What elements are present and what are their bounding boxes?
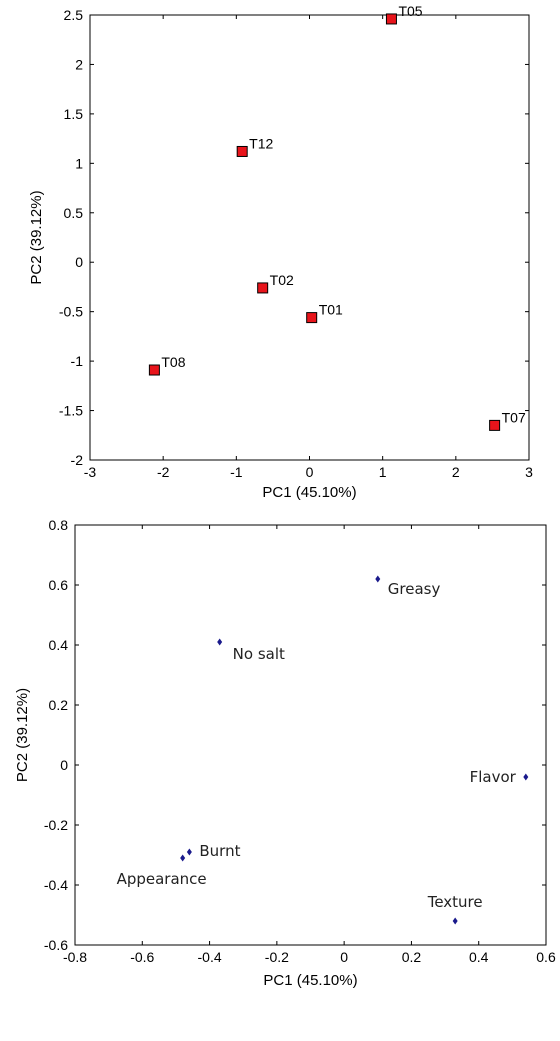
x-tick-labels: -0.8 -0.6 -0.4 -0.2 0 0.2 0.4 0.6 — [63, 949, 556, 965]
point-label-texture: Texture — [427, 893, 483, 911]
y-tick-label: -1 — [71, 353, 84, 369]
axis-ticks — [74, 524, 547, 946]
data-point-t02 — [257, 282, 269, 294]
point-labels: Greasy No salt Flavor Burnt Appearance Textur… — [117, 580, 517, 911]
x-tick-label: 0.6 — [536, 949, 556, 965]
y-tick-label: 1.5 — [64, 106, 84, 122]
y-tick-label: 0.2 — [49, 697, 69, 713]
y-axis-label: PC2 (39.12%) — [28, 190, 45, 284]
y-tick-label: -0.2 — [44, 817, 68, 833]
x-tick-label: 1 — [379, 464, 387, 480]
plot-area-frame — [89, 14, 530, 461]
x-tick-label: -1 — [230, 464, 243, 480]
point-label-greasy: Greasy — [388, 580, 441, 598]
y-tick-labels: -2 -1.5 -1 -0.5 0 0.5 1 1.5 2 2.5 — [59, 7, 83, 468]
y-tick-label: -0.4 — [44, 877, 68, 893]
point-label-t07: T07 — [502, 409, 526, 425]
y-tick-label: 2 — [75, 56, 83, 72]
plot-area-frame — [74, 524, 547, 946]
y-tick-label: 2.5 — [64, 7, 84, 23]
y-tick-label: -1.5 — [59, 403, 83, 419]
x-tick-label: -0.4 — [198, 949, 222, 965]
point-label-t08: T08 — [161, 354, 185, 370]
x-tick-label: 0 — [306, 464, 314, 480]
data-point-t12 — [236, 145, 248, 157]
x-tick-labels: -3 -2 -1 0 1 2 3 — [84, 464, 533, 480]
data-point-appearance — [180, 854, 186, 862]
data-point-t05 — [385, 13, 397, 25]
y-tick-label: -0.6 — [44, 937, 68, 953]
data-point-flavor — [523, 773, 529, 781]
point-label-flavor: Flavor — [470, 768, 517, 786]
y-tick-label: 1 — [75, 155, 83, 171]
axis-ticks — [89, 14, 530, 461]
point-label-t02: T02 — [270, 272, 294, 288]
x-tick-label: 0.2 — [402, 949, 422, 965]
loadings-chart: -0.8 -0.6 -0.4 -0.2 0 0.2 0.4 0.6 -0.6-0.4-0.20… — [14, 517, 556, 989]
point-label-appearance: Appearance — [117, 870, 207, 888]
y-tick-label: 0.6 — [49, 577, 69, 593]
point-label-burnt: Burnt — [199, 842, 240, 860]
y-tick-labels: -0.6 -0.4 -0.2 0 0.2 0.4 0.6 0.8 — [44, 517, 68, 953]
point-labels: T05 T12 T02 T01 T08 T07 — [161, 3, 526, 425]
x-tick-label: -0.6 — [130, 949, 154, 965]
data-point-t07 — [489, 419, 501, 431]
data-points — [148, 13, 501, 431]
x-tick-label: -0.8 — [63, 949, 87, 965]
x-tick-label: 0.4 — [469, 949, 489, 965]
point-label-t01: T01 — [319, 302, 343, 318]
y-tick-label: 0.8 — [49, 517, 69, 533]
data-point-burnt — [186, 848, 192, 856]
x-tick-label: 2 — [452, 464, 460, 480]
data-points — [180, 575, 529, 925]
scores-chart: -3 -2 -1 0 1 2 3 -2-1.5-1-0.500.511.522.5 T05T… — [28, 3, 533, 501]
y-tick-label: 0.4 — [49, 637, 69, 653]
point-label-t12: T12 — [249, 135, 273, 151]
x-tick-label: -2 — [157, 464, 170, 480]
x-axis-label: PC1 (45.10%) — [262, 484, 356, 501]
x-tick-label: -3 — [84, 464, 97, 480]
x-tick-label: 3 — [525, 464, 533, 480]
data-point-texture — [452, 917, 458, 925]
y-tick-label: -0.5 — [59, 304, 83, 320]
y-tick-label: 0.5 — [64, 205, 84, 221]
data-point-t01 — [306, 312, 318, 324]
data-point-no-salt — [217, 638, 223, 646]
y-tick-label: 0 — [75, 254, 83, 270]
x-tick-label: 0 — [340, 949, 348, 965]
x-tick-label: -0.2 — [265, 949, 289, 965]
point-label-t05: T05 — [398, 3, 422, 19]
y-axis-label: PC2 (39.12%) — [14, 688, 31, 782]
point-label-no-salt: No salt — [233, 645, 285, 663]
x-axis-label: PC1 (45.10%) — [263, 972, 357, 989]
y-tick-label: 0 — [60, 757, 68, 773]
y-tick-label: -2 — [71, 452, 84, 468]
data-point-t08 — [148, 364, 160, 376]
data-point-greasy — [375, 575, 381, 583]
